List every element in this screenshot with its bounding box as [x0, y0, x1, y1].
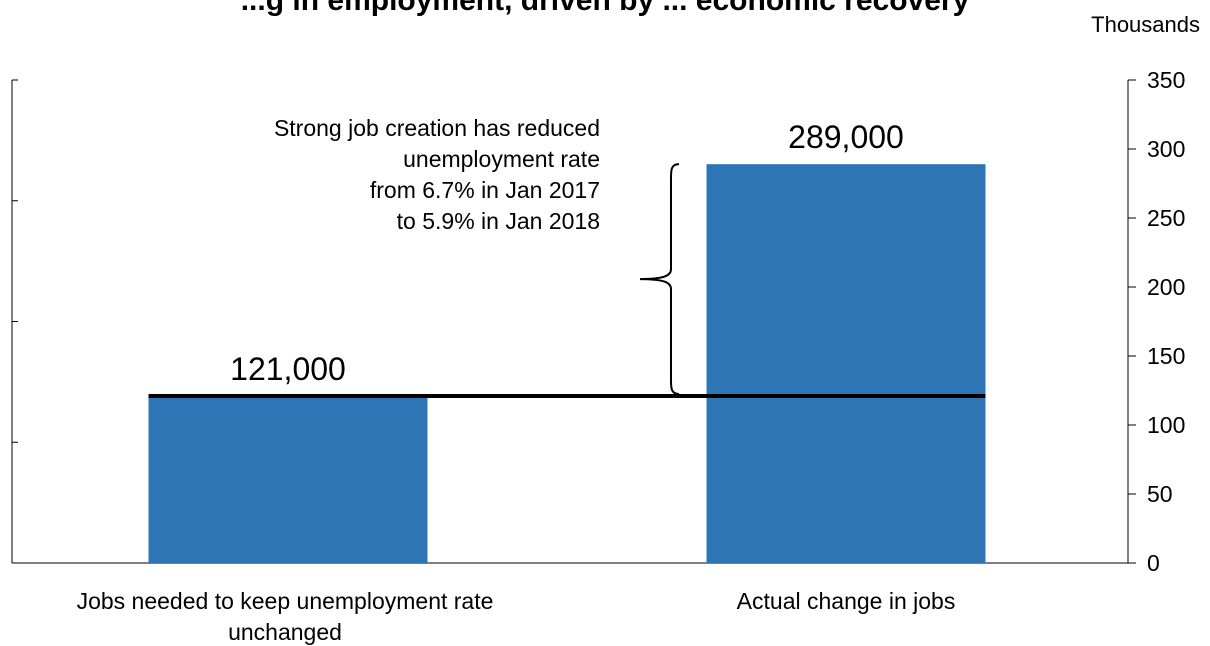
chart-title: ...g in employment, driven by ... econom… — [240, 0, 970, 17]
x-tick-label: Jobs needed to keep unemployment rate unc… — [77, 588, 494, 645]
annotation-line: from 6.7% in Jan 2017 — [369, 177, 600, 203]
y-tick-label: 350 — [1147, 67, 1185, 93]
unit-label: Thousands — [1091, 12, 1200, 37]
bar — [148, 396, 428, 563]
annotation-text: Strong job creation has reduced unemploy… — [140, 113, 600, 237]
data-label: 289,000 — [788, 119, 904, 155]
y-tick-label: 300 — [1147, 136, 1185, 162]
y-tick-label: 200 — [1147, 274, 1185, 300]
brace-icon — [639, 163, 680, 396]
x-tick-label: Actual change in jobs — [737, 588, 956, 614]
annotation-line: to 5.9% in Jan 2018 — [396, 208, 600, 234]
data-label: 121,000 — [230, 351, 346, 387]
y-tick-label: 50 — [1147, 481, 1173, 507]
annotation-line: unemployment rate — [403, 146, 600, 172]
y-tick-label: 250 — [1147, 205, 1185, 231]
y-tick-label: 150 — [1147, 343, 1185, 369]
annotation-line: Strong job creation has reduced — [273, 115, 600, 141]
y-tick-label: 0 — [1147, 550, 1160, 576]
y-tick-label: 100 — [1147, 412, 1185, 438]
bar — [706, 164, 986, 563]
